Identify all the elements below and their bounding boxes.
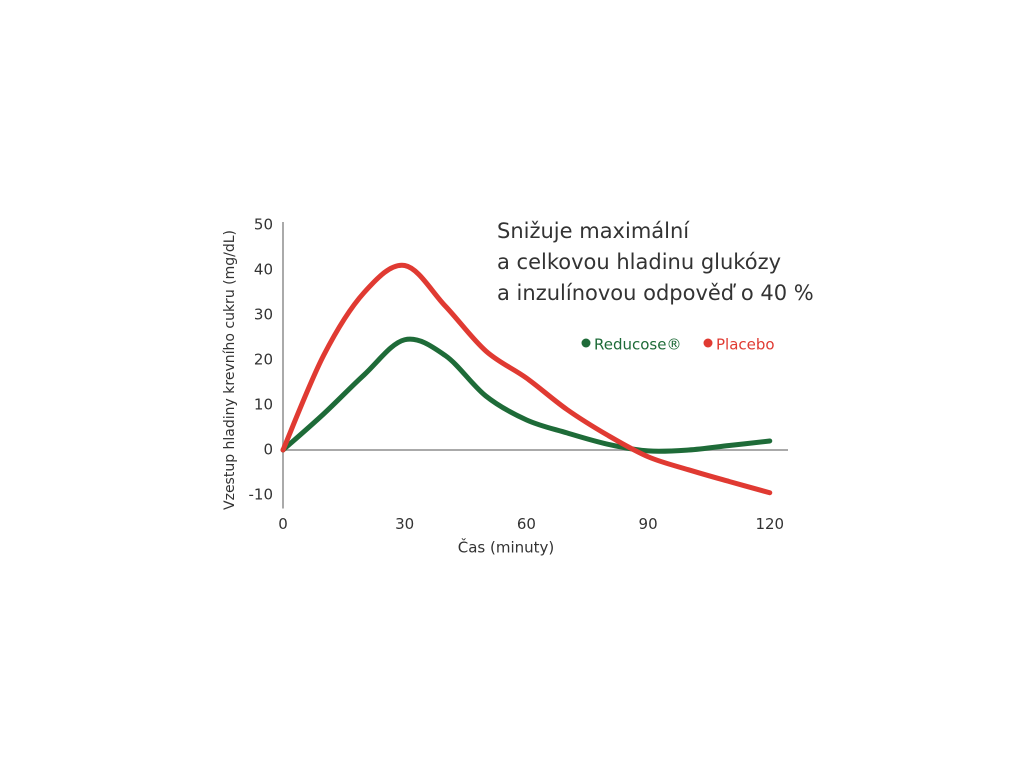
legend-marker — [581, 338, 591, 348]
x-tick-label: 60 — [517, 515, 536, 533]
legend-label: Reducose® — [594, 336, 681, 354]
x-tick-label: 0 — [278, 515, 288, 533]
legend-marker — [703, 338, 713, 348]
title-line: a celkovou hladinu glukózy — [497, 250, 781, 274]
y-tick-label: 20 — [254, 351, 273, 369]
y-tick-label: 50 — [254, 216, 273, 234]
title-line: a inzulínovou odpověď o 40 % — [497, 281, 814, 305]
y-tick-label: 30 — [254, 306, 273, 324]
x-tick-label: 30 — [395, 515, 414, 533]
title-line: Snižuje maximální — [497, 219, 690, 243]
series-line — [280, 262, 773, 496]
y-tick-label: 40 — [254, 261, 273, 279]
y-axis-label: Vzestup hladiny krevního cukru (mg/dL) — [222, 230, 238, 510]
legend-label: Placebo — [716, 336, 775, 354]
y-tick-label: -10 — [249, 486, 274, 504]
y-tick-label: 10 — [254, 396, 273, 414]
series-line — [280, 336, 773, 454]
x-tick-label: 90 — [639, 515, 658, 533]
y-tick-label: 0 — [263, 441, 273, 459]
x-tick-label: 120 — [755, 515, 784, 533]
x-axis-label: Čas (minuty) — [458, 538, 555, 557]
